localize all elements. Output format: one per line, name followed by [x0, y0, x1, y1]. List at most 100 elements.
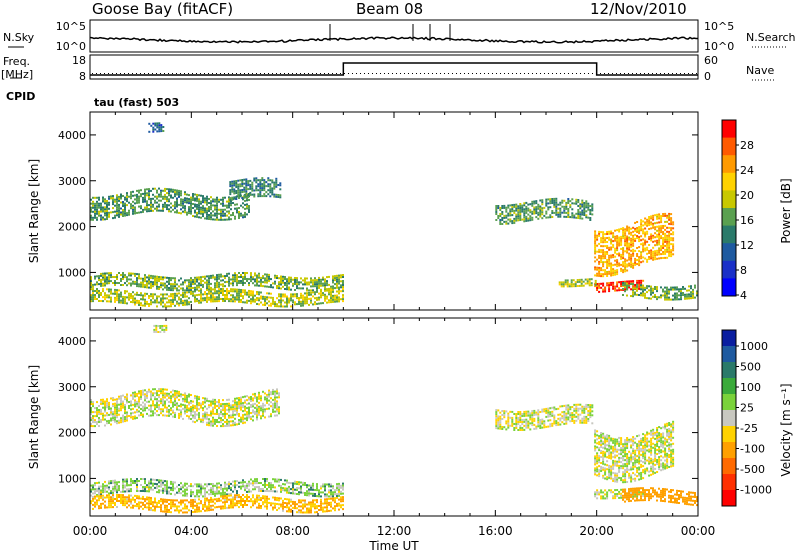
heatmap-cell	[220, 405, 222, 408]
heatmap-cell	[208, 296, 210, 299]
heatmap-cell	[170, 395, 172, 398]
heatmap-cell	[340, 284, 342, 287]
heatmap-cell	[96, 200, 98, 203]
heatmap-cell	[646, 285, 648, 288]
heatmap-cell	[624, 290, 626, 293]
heatmap-cell	[220, 216, 222, 219]
heatmap-cell	[158, 286, 160, 288]
heatmap-cell	[234, 480, 236, 483]
heatmap-cell	[244, 409, 246, 412]
heatmap-cell	[110, 409, 112, 412]
heatmap-cell	[120, 278, 122, 280]
heatmap-cell	[166, 206, 168, 209]
heatmap-cell	[108, 504, 110, 507]
heatmap-cell	[328, 299, 330, 302]
heatmap-cell	[294, 301, 296, 304]
heatmap-cell	[551, 200, 554, 202]
heatmap-cell	[126, 484, 128, 487]
heatmap-cell	[144, 194, 146, 197]
heatmap-cell	[248, 299, 250, 302]
nave-dot	[364, 73, 365, 74]
heatmap-cell	[140, 205, 142, 208]
heatmap-cell	[134, 194, 136, 197]
heatmap-cell	[255, 177, 258, 180]
heatmap-cell	[265, 181, 268, 184]
heatmap-cell	[634, 227, 637, 230]
heatmap-cell	[170, 196, 172, 199]
heatmap-cell	[228, 300, 230, 303]
heatmap-cell	[176, 408, 178, 411]
heatmap-cell	[338, 280, 340, 283]
heatmap-cell	[604, 233, 607, 236]
heatmap-cell	[594, 248, 597, 251]
heatmap-cell	[174, 392, 176, 394]
heatmap-cell	[162, 284, 164, 287]
freq-label: Freq.	[3, 55, 31, 68]
heatmap-cell	[660, 237, 663, 240]
heatmap-cell	[258, 276, 260, 279]
heatmap-cell	[342, 482, 344, 485]
heatmap-cell	[104, 212, 106, 215]
heatmap-cell	[231, 198, 234, 201]
heatmap-cell	[226, 292, 228, 294]
heatmap-cell	[142, 501, 144, 504]
heatmap-cell	[128, 407, 130, 409]
heatmap-cell	[96, 423, 98, 426]
heatmap-cell	[596, 250, 599, 253]
heatmap-cell	[224, 196, 226, 199]
heatmap-cell	[190, 495, 192, 498]
heatmap-cell	[144, 397, 146, 400]
heatmap-cell	[154, 275, 156, 278]
heatmap-cell	[664, 294, 666, 297]
heatmap-cell	[184, 303, 186, 306]
heatmap-cell	[158, 404, 160, 407]
heatmap-cell	[618, 264, 621, 267]
heatmap-cell	[190, 198, 192, 201]
heatmap-cell	[106, 288, 108, 291]
heatmap-cell	[614, 251, 617, 254]
heatmap-cell	[156, 279, 158, 282]
heatmap-cell	[138, 495, 140, 498]
heatmap-cell	[110, 272, 112, 275]
heatmap-cell	[276, 480, 278, 483]
heatmap-cell	[541, 203, 544, 206]
heatmap-cell	[666, 240, 669, 243]
heatmap-cell	[231, 182, 234, 185]
heatmap-cell	[148, 408, 150, 411]
heatmap-cell	[174, 277, 176, 280]
heatmap-cell	[134, 272, 136, 275]
heatmap-cell	[102, 406, 104, 409]
heatmap-cell	[280, 281, 282, 284]
heatmap-cell	[234, 276, 236, 279]
heatmap-cell	[642, 292, 644, 295]
heatmap-cell	[108, 278, 110, 281]
heatmap-cell	[250, 294, 252, 297]
heatmap-cell	[144, 488, 146, 491]
heatmap-cell	[660, 286, 662, 289]
heatmap-cell	[218, 292, 220, 295]
heatmap-cell	[210, 208, 212, 211]
heatmap-cell	[118, 395, 120, 398]
heatmap-cell	[672, 249, 675, 252]
heatmap-cell	[182, 484, 184, 487]
heatmap-cell	[224, 483, 226, 486]
heatmap-cell	[654, 256, 657, 259]
heatmap-cell	[206, 283, 208, 286]
heatmap-cell	[130, 480, 132, 483]
heatmap-cell	[116, 293, 118, 296]
heatmap-cell	[610, 264, 613, 267]
heatmap-cell	[277, 196, 280, 198]
heatmap-cell	[608, 288, 611, 291]
heatmap-cell	[236, 403, 238, 406]
heatmap-cell	[90, 300, 92, 303]
heatmap-cell	[232, 422, 234, 425]
heatmap-cell	[134, 202, 136, 205]
heatmap-cell	[198, 485, 200, 488]
heatmap-cell	[188, 283, 190, 286]
heatmap-cell	[148, 295, 150, 297]
heatmap-cell	[280, 486, 282, 489]
heatmap-cell	[162, 282, 164, 285]
heatmap-cell	[108, 195, 110, 198]
heatmap-cell	[206, 207, 208, 210]
heatmap-cell	[670, 237, 673, 240]
